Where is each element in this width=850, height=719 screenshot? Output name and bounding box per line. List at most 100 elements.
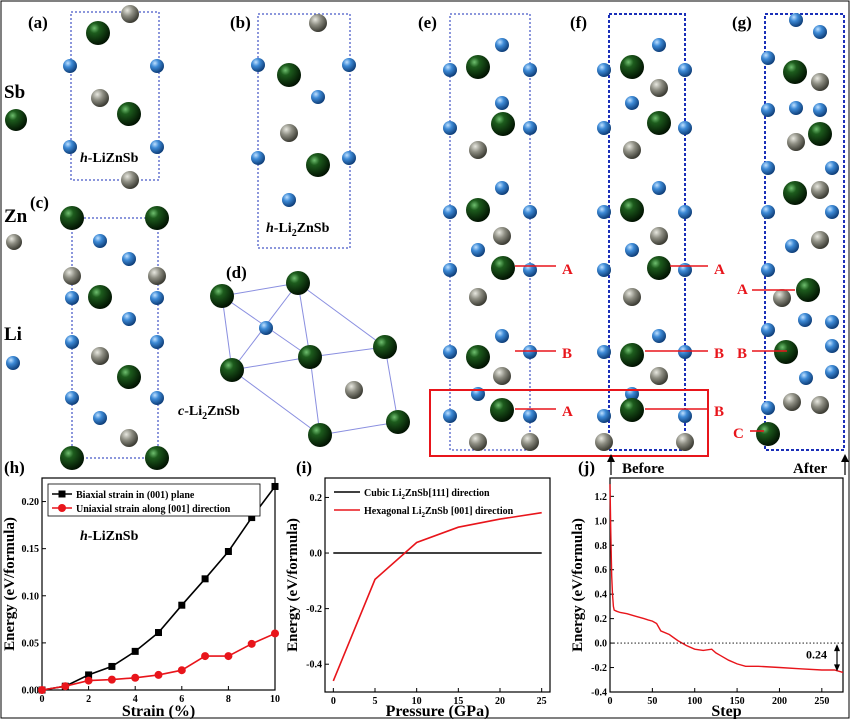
- zn-atom: [63, 267, 81, 285]
- li-atom: [523, 205, 537, 219]
- plot-frame: [41, 477, 276, 691]
- g-label-3: C: [733, 426, 744, 442]
- sb-atom: [756, 422, 780, 446]
- y-tick-label: -0.2: [306, 604, 322, 615]
- sb-atom: [783, 181, 807, 205]
- sb-atom: [117, 102, 141, 126]
- x-tick-label: 0: [608, 696, 613, 707]
- legend-entry: Cubic Li2ZnSb[111] direction: [364, 488, 490, 501]
- li-atom: [678, 121, 692, 135]
- before-label: Before: [622, 461, 665, 477]
- zn-atom: [773, 289, 791, 307]
- li-atom: [282, 193, 296, 207]
- zn-atom: [121, 5, 139, 23]
- series-line: [609, 484, 844, 674]
- panel-labels: (a) (b) (c) (d) (e) (f) (g) (h) (i) (j): [4, 13, 752, 477]
- panel-label-f: (f): [570, 13, 587, 32]
- li-atom: [761, 263, 775, 277]
- sb-atom: [145, 206, 169, 230]
- zn-atom: [91, 347, 109, 365]
- unit-cell: [608, 13, 686, 451]
- x-axis-label: Step: [711, 703, 741, 719]
- structure-b: [251, 13, 356, 249]
- chart-annotation: h-LiZnSb: [80, 529, 139, 544]
- chart-h: 0 2 4 6 8 10 0.00 0.05 0.10 0.15 0.20 Strain (%) Ene…: [2, 477, 280, 719]
- e-label-1: A: [562, 262, 573, 278]
- sb-atom: [308, 423, 332, 447]
- x-tick-label: 10: [270, 694, 280, 705]
- y-tick-label: 0.0: [310, 549, 323, 560]
- data-point: [201, 575, 209, 583]
- x-tick-label: 150: [730, 696, 745, 707]
- data-point: [84, 676, 93, 685]
- element-legend: Sb Zn Li: [4, 82, 28, 370]
- y-tick-label: 1.0: [595, 516, 608, 527]
- li-atom: [443, 205, 457, 219]
- bond: [309, 356, 321, 436]
- x-tick-label: 100: [687, 696, 702, 707]
- y-tick-label: 0.10: [22, 591, 40, 602]
- zn-atom: [783, 393, 801, 411]
- sb-atom: [647, 111, 671, 135]
- structure-f: [595, 13, 694, 451]
- li-atom: [825, 205, 839, 219]
- li-atom: [761, 51, 775, 65]
- li-atom: [523, 263, 537, 277]
- panel-label-h: (h): [4, 458, 25, 477]
- sb-atom: [620, 198, 644, 222]
- data-point: [224, 652, 233, 661]
- x-axis-label: Strain (%): [122, 703, 195, 719]
- plot-frame: [324, 477, 551, 693]
- g-label-1: A: [737, 282, 748, 298]
- data-point: [61, 682, 70, 691]
- data-point: [38, 686, 46, 694]
- x-tick-label: 0: [331, 696, 336, 707]
- data-point: [224, 547, 232, 555]
- li-atom: [443, 409, 457, 423]
- zn-atom: [650, 227, 668, 245]
- x-tick-label: 2: [86, 694, 91, 705]
- panel-label-j: (j): [578, 458, 595, 477]
- zn-atom: [91, 89, 109, 107]
- li-atom: [789, 101, 803, 115]
- li-atom: [789, 13, 803, 27]
- data-point: [248, 514, 256, 522]
- caption-a: h-LiZnSb: [80, 151, 139, 166]
- sb-atom: [466, 55, 490, 79]
- li-atom: [761, 205, 775, 219]
- zn-atom: [787, 133, 805, 151]
- panel-label-a: (a): [28, 13, 48, 32]
- data-point: [177, 666, 186, 675]
- li-atom: [761, 323, 775, 337]
- x-tick-label: 25: [537, 696, 547, 707]
- x-tick-label: 4: [133, 694, 138, 705]
- x-axis-label: Pressure (GPa): [386, 703, 490, 719]
- x-tick-label: 8: [226, 694, 231, 705]
- zn-atom: [469, 433, 487, 451]
- li-atom: [813, 103, 827, 117]
- li-atom: [63, 140, 77, 154]
- e-label-2: B: [562, 346, 572, 362]
- li-atom: [625, 96, 639, 110]
- li-atom: [798, 313, 812, 327]
- data-point: [131, 673, 140, 682]
- sb-atom: [491, 256, 515, 280]
- panel-label-c: (c): [30, 193, 49, 212]
- li-atom: [825, 339, 839, 353]
- li-atom: [597, 345, 611, 359]
- y-tick-label: -0.2: [591, 663, 607, 674]
- data-point: [154, 670, 163, 679]
- li-atom: [813, 25, 827, 39]
- legend-marker: [58, 490, 66, 498]
- sb-atom: [466, 345, 490, 369]
- li-atom: [471, 243, 485, 257]
- legend-entry: Biaxial strain in (001) plane: [76, 490, 195, 501]
- x-tick-label: 10: [412, 696, 422, 707]
- zn-atom: [493, 367, 511, 385]
- li-atom: [150, 140, 164, 154]
- bond: [384, 346, 399, 423]
- li-atom: [259, 321, 273, 335]
- sb-atom: [647, 256, 671, 280]
- li-atom: [678, 263, 692, 277]
- sb-atom: [620, 398, 644, 422]
